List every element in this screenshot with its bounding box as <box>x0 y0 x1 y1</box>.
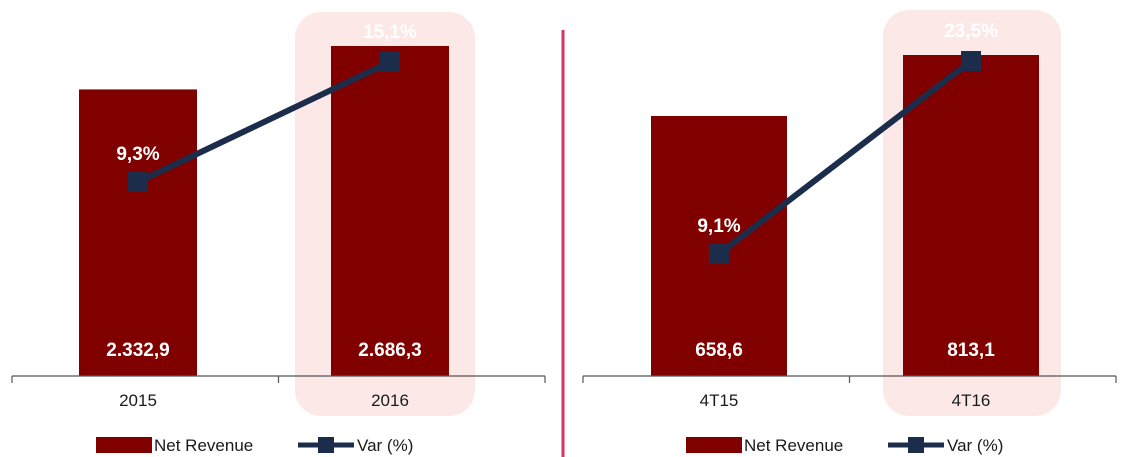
legend: Net Revenue Var (%) <box>686 436 1003 455</box>
bar-value-label: 2.686,3 <box>358 340 421 361</box>
x-tick-label: 2015 <box>119 391 157 410</box>
bar-value-label: 2.332,9 <box>106 340 169 361</box>
bar-2016 <box>331 46 449 376</box>
var-marker <box>709 244 729 264</box>
legend-bar-label: Net Revenue <box>744 436 843 455</box>
x-tick-label: 4T16 <box>952 391 991 410</box>
var-value-label: 9,1% <box>697 216 740 237</box>
chart-annual: 2015 2016 2.332,9 2.686,3 9,3% 15,1% <box>11 12 546 416</box>
x-tick-label: 2016 <box>371 391 409 410</box>
var-marker <box>128 172 148 192</box>
legend-bar-label: Net Revenue <box>154 436 253 455</box>
legend-bar-swatch <box>96 437 152 453</box>
legend-bar-swatch <box>686 437 742 453</box>
legend-marker-icon <box>908 437 924 453</box>
legend-line-label: Var (%) <box>947 436 1003 455</box>
bar-value-label: 813,1 <box>947 340 995 361</box>
var-value-label: 9,3% <box>116 144 159 165</box>
bar-4T16 <box>903 55 1039 376</box>
var-marker <box>961 51 981 71</box>
chart-quarterly: 4T15 4T16 658,6 813,1 9,1% 23,5% <box>582 10 1117 416</box>
var-marker <box>380 52 400 72</box>
var-line <box>136 59 392 185</box>
bar-value-label: 658,6 <box>695 340 743 361</box>
legend-marker-icon <box>318 437 334 453</box>
bar-2015 <box>79 89 197 376</box>
legend: Net Revenue Var (%) <box>96 436 413 455</box>
legend-line-label: Var (%) <box>357 436 413 455</box>
var-value-label: 15,1% <box>363 22 417 43</box>
var-line <box>717 58 973 257</box>
var-value-label: 23,5% <box>944 21 998 42</box>
x-tick-label: 4T15 <box>700 391 739 410</box>
